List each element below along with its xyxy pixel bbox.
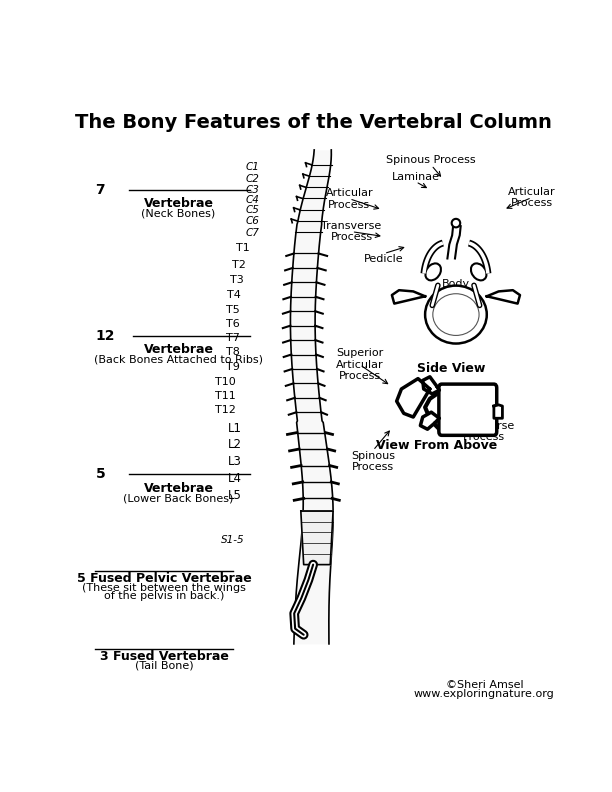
Text: T1: T1: [236, 243, 250, 253]
Text: Superior
Articular
Process: Superior Articular Process: [336, 348, 384, 381]
Text: L2: L2: [228, 438, 242, 451]
Text: T12: T12: [215, 405, 236, 415]
Text: (These sit between the wings: (These sit between the wings: [82, 583, 246, 592]
Text: L1: L1: [228, 421, 242, 435]
Text: ©Sheri Amsel: ©Sheri Amsel: [446, 680, 523, 691]
Ellipse shape: [471, 264, 487, 280]
Text: 12: 12: [95, 329, 115, 343]
Text: C6: C6: [245, 216, 259, 227]
Text: Spinous
Process: Spinous Process: [351, 451, 395, 472]
Text: C1: C1: [245, 162, 259, 172]
Text: T5: T5: [226, 305, 240, 314]
Text: Spinous Process: Spinous Process: [386, 155, 476, 166]
Text: Transverse
Process: Transverse Process: [321, 221, 382, 242]
Text: L3: L3: [228, 455, 242, 468]
Text: T6: T6: [226, 318, 240, 329]
Text: (Neck Bones): (Neck Bones): [141, 208, 215, 219]
Text: 7: 7: [95, 183, 105, 196]
Text: L5: L5: [228, 489, 242, 502]
Text: C2: C2: [245, 173, 259, 184]
Polygon shape: [494, 405, 502, 418]
Text: (Back Bones Attached to Ribs): (Back Bones Attached to Ribs): [94, 355, 263, 364]
Text: Vertebrae: Vertebrae: [143, 344, 214, 356]
Ellipse shape: [425, 264, 441, 280]
Text: T11: T11: [215, 390, 236, 401]
Text: Articular
Process: Articular Process: [508, 187, 556, 208]
Polygon shape: [301, 511, 333, 565]
Text: Pedicle: Pedicle: [364, 253, 404, 264]
Text: L4: L4: [228, 472, 242, 485]
Text: 5: 5: [95, 467, 105, 482]
FancyBboxPatch shape: [439, 384, 497, 436]
Polygon shape: [423, 377, 439, 394]
Text: C5: C5: [245, 205, 259, 215]
Text: www.exploringnature.org: www.exploringnature.org: [414, 689, 554, 699]
Text: Articular
Process: Articular Process: [326, 188, 373, 210]
Text: The Bony Features of the Vertebral Column: The Bony Features of the Vertebral Colum…: [75, 113, 552, 132]
Text: C4: C4: [245, 195, 259, 205]
Text: T4: T4: [227, 290, 241, 300]
Text: S1-5: S1-5: [221, 535, 244, 545]
Ellipse shape: [433, 294, 479, 336]
Ellipse shape: [425, 286, 487, 344]
Text: Side View: Side View: [417, 362, 485, 375]
Text: T10: T10: [215, 377, 236, 386]
Text: Body: Body: [442, 279, 470, 289]
Text: (Tail Bone): (Tail Bone): [135, 661, 193, 671]
Text: T3: T3: [230, 275, 244, 285]
Text: View From Above: View From Above: [376, 440, 498, 452]
Ellipse shape: [452, 219, 460, 227]
Text: Body: Body: [471, 397, 498, 407]
Polygon shape: [420, 412, 439, 429]
Text: T7: T7: [226, 333, 240, 343]
Text: 5 Fused Pelvic Vertebrae: 5 Fused Pelvic Vertebrae: [77, 572, 252, 584]
Text: T2: T2: [233, 260, 246, 269]
Text: Vertebrae: Vertebrae: [143, 482, 214, 495]
Text: C7: C7: [245, 228, 259, 238]
Text: C3: C3: [245, 185, 259, 195]
Text: of the pelvis in back.): of the pelvis in back.): [104, 592, 225, 601]
Text: Vertebrae: Vertebrae: [143, 197, 214, 210]
Text: 3 Fused Vertebrae: 3 Fused Vertebrae: [100, 649, 229, 663]
Text: Laminae: Laminae: [392, 172, 439, 181]
Text: T8: T8: [226, 348, 240, 357]
Text: Transverse
Process: Transverse Process: [454, 421, 515, 443]
Text: T9: T9: [226, 362, 240, 372]
Polygon shape: [397, 379, 430, 417]
Polygon shape: [487, 290, 520, 303]
Text: (Lower Back Bones): (Lower Back Bones): [123, 493, 234, 503]
Polygon shape: [392, 290, 425, 303]
